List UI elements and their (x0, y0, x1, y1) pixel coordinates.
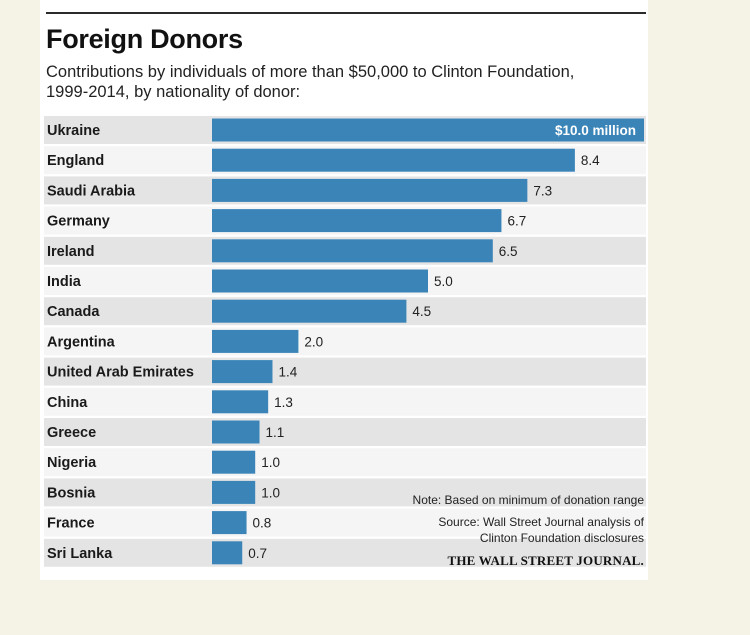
category-label: China (47, 395, 88, 411)
category-label: Argentina (47, 334, 116, 350)
bar (212, 269, 428, 293)
value-label: 6.7 (507, 214, 526, 229)
value-label: 1.0 (261, 485, 280, 500)
source-line-2: Clinton Foundation disclosures (479, 531, 644, 545)
bar (212, 209, 502, 233)
value-label: 4.5 (412, 304, 431, 319)
value-label: 0.8 (253, 516, 272, 531)
category-label: Bosnia (47, 485, 96, 501)
value-label: 1.1 (266, 425, 285, 440)
row-band (44, 508, 646, 537)
chart-note: Note: Based on minimum of donation range (412, 493, 644, 507)
row-band (44, 448, 646, 477)
value-label: 1.4 (278, 365, 297, 380)
row-band (44, 538, 646, 567)
value-label: 8.4 (581, 153, 600, 168)
bar (212, 178, 528, 202)
value-label: 7.3 (533, 183, 552, 198)
bar (212, 480, 256, 504)
row-band (44, 478, 646, 507)
value-label: 5.0 (434, 274, 453, 289)
category-label: Canada (47, 304, 100, 320)
value-label: 1.3 (274, 395, 293, 410)
bar (212, 239, 493, 263)
category-label: Sri Lanka (47, 546, 113, 562)
row-band (44, 418, 646, 446)
value-label: 0.7 (248, 546, 267, 561)
bar (212, 299, 407, 323)
row-band (44, 357, 646, 386)
category-label: Nigeria (47, 455, 97, 471)
category-label: United Arab Emirates (47, 365, 194, 381)
category-label: Greece (47, 425, 96, 441)
category-label: England (47, 153, 104, 169)
subtitle-line-1: Contributions by individuals of more tha… (46, 63, 575, 81)
category-label: Germany (47, 214, 110, 230)
row-band (44, 327, 646, 356)
value-label: 2.0 (304, 334, 323, 349)
row-band (44, 387, 646, 416)
bar (212, 148, 575, 172)
bar (212, 360, 273, 384)
bar (212, 420, 260, 444)
bar (212, 541, 243, 565)
value-label: $10.0 million (555, 123, 636, 138)
source-line-1: Source: Wall Street Journal analysis of (438, 515, 644, 529)
bar (212, 329, 299, 353)
subtitle-line-2: 1999-2014, by nationality of donor: (46, 82, 301, 101)
chart-title: Foreign Donors (46, 24, 243, 54)
bar (212, 118, 644, 142)
publisher-logo: THE WALL STREET JOURNAL. (447, 553, 644, 568)
chart-subtitle: Contributions by individuals of more tha… (46, 63, 646, 102)
category-label: Saudi Arabia (47, 183, 136, 199)
bar (212, 450, 256, 474)
category-label: Ukraine (47, 123, 100, 139)
category-label: France (47, 516, 95, 532)
bar (212, 390, 269, 414)
value-label: 1.0 (261, 455, 280, 470)
top-rule (46, 12, 646, 14)
bar (212, 511, 247, 535)
category-label: Ireland (47, 244, 95, 260)
value-label: 6.5 (499, 244, 518, 259)
category-label: India (47, 274, 82, 290)
